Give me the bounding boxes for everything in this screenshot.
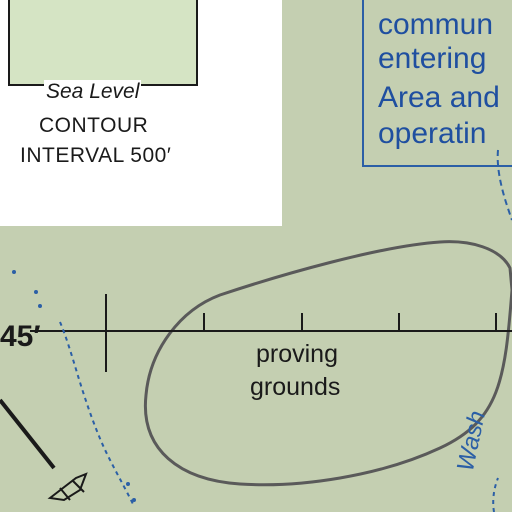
proving-grounds-boundary	[143, 240, 512, 487]
legend-panel: Sea Level CONTOUR INTERVAL 500′	[0, 0, 282, 226]
notice-line-1: commun	[378, 8, 494, 41]
notice-tail	[496, 149, 512, 221]
notice-line-2: entering	[378, 42, 487, 75]
grounds-label: grounds	[250, 373, 341, 401]
notice-line-4: operatin	[378, 117, 487, 150]
latitude-minute-label: 45′	[0, 320, 41, 353]
proving-label: proving	[256, 340, 338, 368]
sea-level-label: Sea Level	[44, 80, 142, 104]
landmark-symbol-icon	[47, 472, 88, 502]
stream-line	[59, 321, 135, 507]
elevation-legend-swatch	[8, 0, 198, 86]
notice-box	[362, 0, 512, 167]
contour-interval-label: INTERVAL 500′	[20, 144, 172, 167]
stream-dots	[12, 270, 136, 502]
road-line	[0, 398, 56, 470]
latitude-ticks	[105, 294, 497, 372]
wash-line	[492, 477, 499, 512]
contour-label: CONTOUR	[39, 114, 149, 137]
notice-line-3: Area and	[378, 81, 500, 114]
